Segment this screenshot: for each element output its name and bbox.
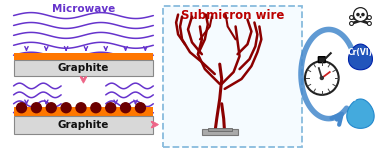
Polygon shape [349, 44, 372, 70]
Circle shape [61, 103, 71, 113]
Text: Microwave: Microwave [52, 4, 115, 14]
Circle shape [31, 103, 41, 113]
Circle shape [359, 16, 361, 18]
Circle shape [350, 22, 353, 25]
Circle shape [106, 103, 116, 113]
Circle shape [356, 13, 360, 16]
Circle shape [135, 103, 146, 113]
Text: Cr(VI): Cr(VI) [348, 48, 373, 57]
Circle shape [121, 103, 130, 113]
FancyBboxPatch shape [208, 128, 232, 131]
Circle shape [353, 8, 367, 22]
Text: Graphite: Graphite [58, 120, 109, 130]
Circle shape [350, 16, 353, 20]
Circle shape [76, 103, 86, 113]
Circle shape [367, 16, 371, 20]
FancyBboxPatch shape [14, 53, 153, 60]
FancyBboxPatch shape [14, 116, 153, 134]
Circle shape [91, 103, 101, 113]
FancyBboxPatch shape [14, 107, 153, 116]
FancyBboxPatch shape [318, 57, 325, 63]
Text: Submicron wire: Submicron wire [181, 9, 284, 22]
Circle shape [367, 22, 371, 25]
Circle shape [17, 103, 26, 113]
FancyBboxPatch shape [163, 6, 302, 147]
Circle shape [305, 61, 339, 95]
Circle shape [361, 13, 365, 16]
FancyBboxPatch shape [14, 60, 153, 76]
FancyBboxPatch shape [202, 129, 237, 135]
Text: Graphite: Graphite [58, 63, 109, 73]
Polygon shape [347, 99, 374, 128]
Circle shape [46, 103, 56, 113]
Circle shape [320, 76, 323, 80]
